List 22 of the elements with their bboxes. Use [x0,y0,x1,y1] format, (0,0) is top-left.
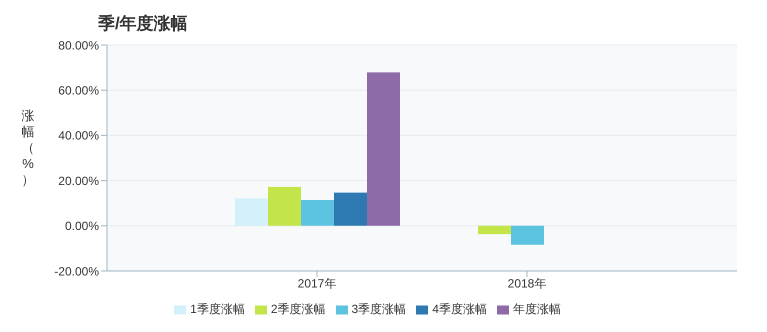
y-tick-label: 0.00% [64,219,100,234]
y-tick-label: -20.00% [54,264,100,278]
legend-label: 年度涨幅 [512,302,561,316]
y-tick-label: 40.00% [58,128,100,143]
y-axis-title: 涨幅（%） [20,108,36,188]
bar [367,72,400,226]
y-tick-label: 80.00% [58,38,100,52]
bar [301,200,334,226]
chart-title: 季/年度涨幅 [98,13,188,35]
x-tick-label: 2018年 [508,276,546,291]
legend-label: 3季度涨幅 [352,302,406,316]
bar [334,192,367,226]
legend-label: 4季度涨幅 [432,302,487,316]
bar [478,226,511,234]
y-tick-label: 60.00% [58,83,100,98]
bar [511,226,544,245]
y-tick-label: 20.00% [58,174,100,188]
bar [268,186,301,226]
bar [235,198,268,226]
legend-label: 2季度涨幅 [270,302,326,316]
x-tick-label: 2017年 [298,276,336,291]
legend-label: 1季度涨幅 [190,302,245,316]
